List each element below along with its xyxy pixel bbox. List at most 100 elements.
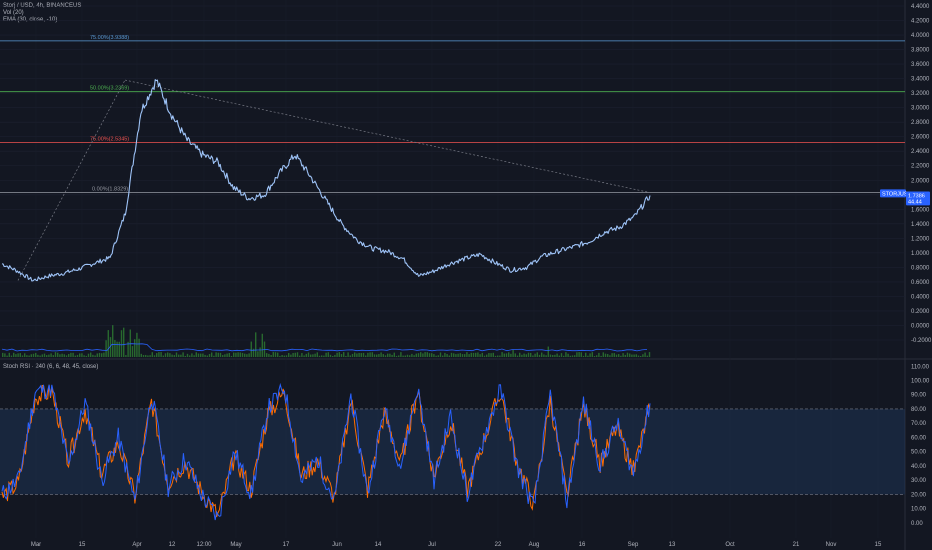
x-tick-label: 16 xyxy=(579,542,586,548)
volume-bar xyxy=(571,355,574,357)
price-line xyxy=(1,79,651,282)
volume-bar xyxy=(618,354,620,357)
y-tick-label: 1.2000 xyxy=(911,236,930,242)
volume-bar xyxy=(351,353,354,357)
x-tick-label: Jun xyxy=(332,542,342,548)
volume-bar xyxy=(164,353,167,357)
volume-bar xyxy=(233,352,235,357)
volume-bar xyxy=(70,352,72,357)
volume-bar xyxy=(30,354,32,357)
volume-bar xyxy=(219,352,222,357)
volume-bar xyxy=(457,353,459,357)
volume-bar xyxy=(629,353,631,357)
volume-bar xyxy=(235,352,237,357)
volume-bar xyxy=(8,352,10,357)
volume-bar xyxy=(558,355,560,357)
volume-bar xyxy=(384,355,387,357)
x-tick-label: 12 xyxy=(169,542,176,548)
trendline-down xyxy=(124,79,651,193)
volume-bar xyxy=(464,354,466,357)
y-tick-label: 1.0000 xyxy=(911,251,930,257)
volume-bar xyxy=(226,353,228,357)
volume-bar xyxy=(615,354,618,357)
volume-bar xyxy=(24,353,26,357)
y-tick-label: 0.4000 xyxy=(911,294,930,300)
rsi-y-tick-label: 30.00 xyxy=(911,478,927,484)
volume-bar xyxy=(589,353,591,357)
volume-bar xyxy=(494,355,497,357)
volume-bar xyxy=(382,354,384,357)
volume-bar xyxy=(217,352,219,357)
volume-bar xyxy=(466,352,468,357)
volume-bar xyxy=(439,352,442,357)
volume-bar xyxy=(215,352,217,357)
volume-bar xyxy=(246,354,248,357)
volume-bar xyxy=(103,352,105,357)
y-axis: 4.4000 4.2000 4.0000 3.8000 3.6000 3.4000 3.20… xyxy=(911,4,932,527)
volume-bar xyxy=(200,353,202,357)
volume-bar xyxy=(257,351,259,357)
volume-bar xyxy=(369,352,371,357)
volume-legend: Vol (20) xyxy=(3,10,24,16)
volume-bar xyxy=(153,355,156,357)
volume-bar xyxy=(376,354,378,357)
volume-bar xyxy=(453,353,455,357)
rsi-k-line xyxy=(1,382,651,521)
volume-bar xyxy=(587,355,589,357)
y-tick-label: 1.4000 xyxy=(911,222,930,228)
volume-bar xyxy=(301,353,303,357)
volume-bar xyxy=(600,355,602,357)
stoch-rsi-legend: Stoch RSI · 240 (6, 6, 48, 45, close) xyxy=(3,364,99,370)
volume-bar xyxy=(120,330,123,357)
volume-bar xyxy=(422,353,424,357)
volume-bar xyxy=(574,355,576,357)
volume-bar xyxy=(479,354,481,357)
volume-bar xyxy=(87,353,90,357)
x-tick-label: May xyxy=(230,542,241,548)
y-tick-label: 4.2000 xyxy=(911,19,930,25)
x-tick-label: Sep xyxy=(628,542,639,548)
volume-bar xyxy=(41,354,43,357)
volume-bar xyxy=(109,337,112,357)
volume-bar xyxy=(285,355,288,357)
volume-bar xyxy=(508,352,510,357)
y-tick-label: 0.0000 xyxy=(911,323,930,329)
volume-bar xyxy=(371,352,373,357)
volume-bar xyxy=(239,352,241,357)
volume-bar xyxy=(622,353,624,357)
volume-bar xyxy=(145,354,147,357)
volume-bar xyxy=(178,354,180,357)
volume-bar xyxy=(248,353,250,357)
volume-bar xyxy=(626,352,629,357)
volume-bar xyxy=(274,352,277,357)
volume-bar xyxy=(461,354,464,357)
volume-bar xyxy=(343,352,345,357)
x-tick-label: 15 xyxy=(875,542,882,548)
rsi-y-tick-label: 90.00 xyxy=(911,393,927,399)
volume-bar xyxy=(488,353,490,357)
volume-bar xyxy=(530,352,532,357)
rsi-y-tick-label: 80.00 xyxy=(911,407,927,413)
volume-bar xyxy=(131,346,134,357)
volume-bar xyxy=(492,352,494,357)
volume-bar xyxy=(393,352,395,357)
volume-bar xyxy=(250,341,252,357)
volume-bar xyxy=(105,340,107,357)
fib-label: 0.00%(1.8329) xyxy=(92,187,128,193)
volume-bar xyxy=(516,355,519,357)
volume-bar xyxy=(261,333,263,357)
volume-bar xyxy=(543,354,545,357)
rsi-y-tick-label: 60.00 xyxy=(911,435,927,441)
volume-bar xyxy=(607,354,609,357)
volume-bar xyxy=(567,353,569,357)
volume-bar xyxy=(332,355,334,357)
volume-bar xyxy=(367,352,369,357)
volume-bar xyxy=(585,352,587,357)
rsi-y-tick-label: 0.00 xyxy=(911,521,923,527)
volume-bar xyxy=(197,353,200,357)
volume-bar xyxy=(281,355,283,357)
volume-bar xyxy=(26,355,28,357)
fib-label: 50.00%(3.2369) xyxy=(90,86,129,92)
